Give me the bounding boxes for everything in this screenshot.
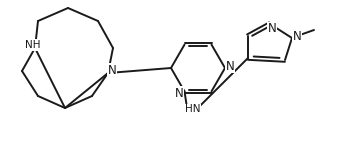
Text: NH: NH (25, 40, 41, 50)
Text: HN: HN (185, 104, 200, 114)
Text: N: N (226, 59, 234, 73)
Text: N: N (108, 63, 116, 76)
Text: N: N (175, 87, 184, 100)
Text: N: N (268, 22, 276, 36)
Text: N: N (293, 29, 301, 42)
